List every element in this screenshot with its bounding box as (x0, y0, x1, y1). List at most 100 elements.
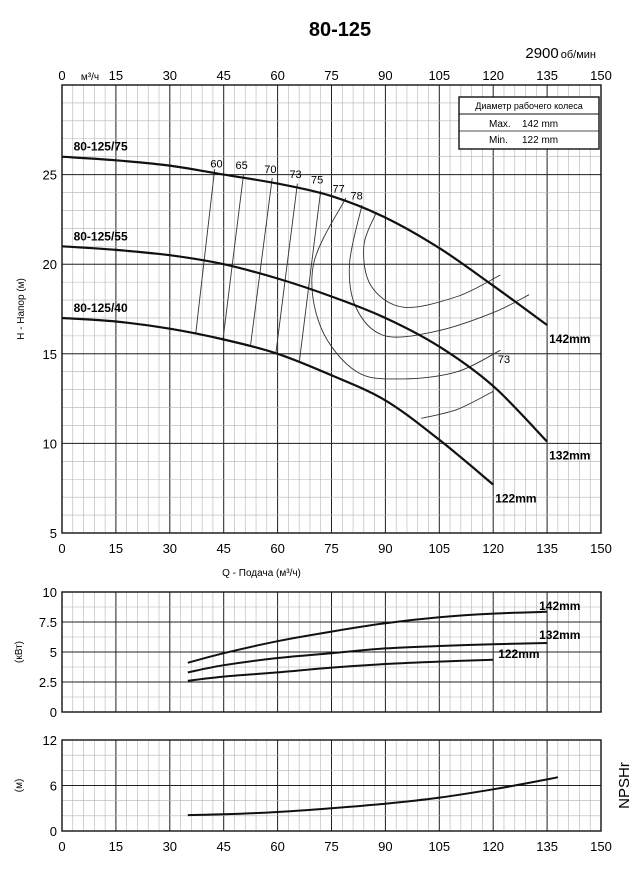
npshr-x-tick-label: 60 (270, 839, 284, 854)
efficiency-label: 60 (210, 158, 222, 170)
head-curve-diameter-label: 142mm (549, 332, 590, 346)
head-top-x-tick-label: 0 (58, 68, 65, 83)
power-y-tick-label: 2.5 (39, 675, 57, 690)
head-y-tick-label: 25 (43, 168, 57, 183)
efficiency-line (275, 183, 298, 354)
head-curve-132mm (61, 245, 548, 443)
npshr-x-tick-label: 15 (109, 839, 123, 854)
chart-title: 80-125 (309, 19, 371, 41)
power-plot-frame (61, 591, 602, 713)
head-x-tick-label: 60 (270, 541, 284, 556)
impeller-table-row-value: 122 mm (522, 135, 558, 146)
head-top-x-tick-label: 15 (109, 68, 123, 83)
npshr-x-tick-label: 150 (590, 839, 612, 854)
head-top-x-tick-label: 105 (428, 68, 450, 83)
head-plot-frame (61, 84, 602, 534)
head-top-x-tick-label: 135 (536, 68, 558, 83)
npshr-x-tick-label: 105 (428, 839, 450, 854)
efficiency-label: 77 (333, 184, 345, 196)
head-top-x-tick-label: 45 (216, 68, 230, 83)
impeller-table-frame (458, 96, 600, 150)
efficiency-layer (195, 169, 530, 419)
efficiency-label: 70 (264, 164, 276, 176)
head-x-tick-label: 45 (216, 541, 230, 556)
power-curve-132mm (187, 642, 548, 674)
npshr-x-tick-label: 120 (482, 839, 504, 854)
efficiency-label: 65 (236, 160, 248, 172)
impeller-table-row-value: 142 mm (522, 119, 558, 130)
power-y-tick-label: 5 (50, 645, 57, 660)
impeller-table-row-label: Min. (489, 135, 508, 146)
head-curve-diameter-label: 132mm (549, 449, 590, 463)
head-top-x-tick-label: 30 (163, 68, 177, 83)
efficiency-line (298, 190, 322, 363)
efficiency-label: 78 (351, 191, 363, 203)
head-x-tick-label: 90 (378, 541, 392, 556)
head-y-tick-label: 15 (43, 347, 57, 362)
grid-layer (62, 85, 601, 831)
npshr-x-tick-label: 30 (163, 839, 177, 854)
power-curve-142mm (187, 610, 548, 664)
npshr-y-tick-label: 0 (50, 824, 57, 839)
efficiency-line (311, 197, 501, 380)
power-y-tick-label: 0 (50, 705, 57, 720)
head-y-tick-label: 10 (43, 436, 57, 451)
head-x-tick-label: 0 (58, 541, 65, 556)
npshr-y-tick-label: 12 (43, 733, 57, 748)
head-curve-model-label: 80-125/55 (74, 229, 128, 243)
efficiency-line (195, 169, 216, 335)
npshr-x-tick-label: 90 (378, 839, 392, 854)
head-top-x-tick-label: 120 (482, 68, 504, 83)
head-x-tick-label: 75 (324, 541, 338, 556)
power-y-tick-label: 7.5 (39, 615, 57, 630)
head-curve-model-label: 80-125/40 (74, 301, 128, 315)
curves-layer (61, 155, 559, 817)
head-y-axis-label: H - Напор (м) (16, 278, 27, 340)
head-curve-model-label: 80-125/75 (74, 140, 128, 154)
head-top-x-tick-label: 90 (378, 68, 392, 83)
speed-value: 2900 (525, 45, 558, 62)
efficiency-label: 73 (289, 169, 301, 181)
head-x-tick-label: 120 (482, 541, 504, 556)
head-curve-142mm (61, 155, 548, 326)
head-top-axis-unit: м³/ч (81, 72, 99, 83)
head-x-tick-label: 135 (536, 541, 558, 556)
efficiency-label: 75 (311, 175, 323, 187)
head-x-tick-label: 105 (428, 541, 450, 556)
npshr-x-tick-label: 135 (536, 839, 558, 854)
head-top-x-tick-label: 75 (324, 68, 338, 83)
power-curve-label: 122mm (498, 647, 539, 661)
head-x-tick-label: 30 (163, 541, 177, 556)
head-x-axis-label: Q - Подача (м³/ч) (222, 568, 301, 579)
head-y-tick-label: 5 (50, 526, 57, 541)
power-y-axis-label: (кВт) (14, 641, 25, 663)
impeller-table-header: Диаметр рабочего колеса (475, 101, 583, 111)
npshr-x-tick-label: 45 (216, 839, 230, 854)
npshr-plot-frame (61, 739, 602, 832)
head-top-x-tick-label: 60 (270, 68, 284, 83)
power-curve-122mm (187, 658, 494, 682)
head-x-tick-label: 150 (590, 541, 612, 556)
npshr-curve (187, 776, 559, 817)
labels-layer: 60 65 70 73 75 77 78 73 142mm 80-125/75 132mm 80-12… (74, 140, 591, 661)
efficiency-line (363, 212, 501, 308)
head-curve-diameter-label: 122mm (495, 492, 536, 506)
head-y-tick-label: 20 (43, 257, 57, 272)
npshr-y-axis-label: (м) (14, 779, 25, 793)
efficiency-line (348, 205, 530, 338)
efficiency-line (421, 390, 494, 419)
npshr-x-tick-label: 0 (58, 839, 65, 854)
head-curve-122mm (61, 316, 494, 486)
head-x-tick-label: 15 (109, 541, 123, 556)
efficiency-line (222, 174, 244, 340)
power-curve-label: 142mm (539, 599, 580, 613)
power-curve-label: 132mm (539, 628, 580, 642)
power-y-tick-label: 10 (43, 585, 57, 600)
npshr-side-label: NPSHr (616, 762, 633, 809)
npshr-y-tick-label: 6 (50, 779, 57, 794)
head-top-x-tick-label: 150 (590, 68, 612, 83)
npshr-x-tick-label: 75 (324, 839, 338, 854)
